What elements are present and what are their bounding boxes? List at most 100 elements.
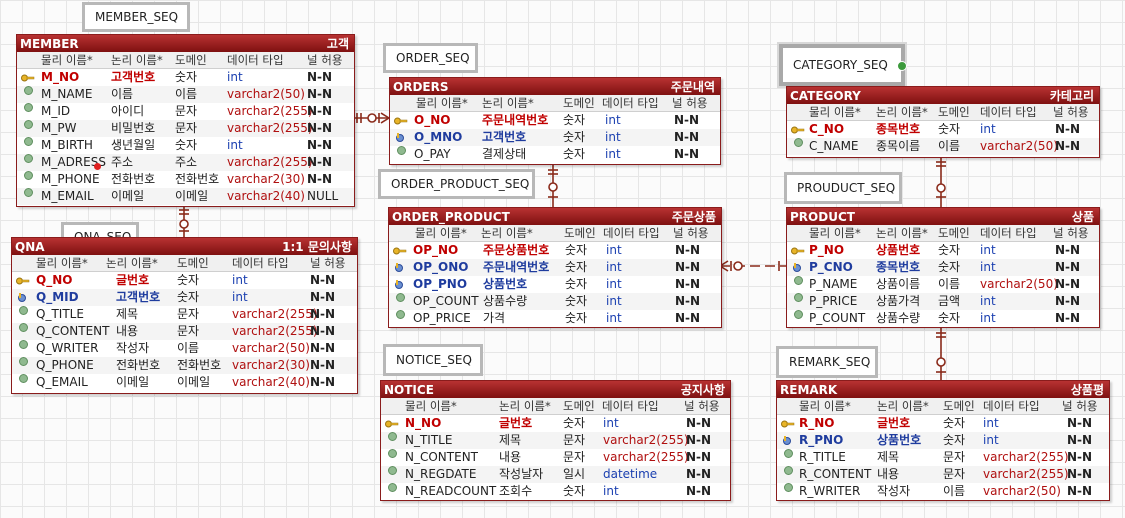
table-row[interactable]: R_WRITER 작성자 이름 varchar2(50) N-N [777, 483, 1109, 500]
table-row[interactable]: N_CONTENT 내용 문자 varchar2(255) N-N [381, 449, 730, 466]
cell-nullable: N-N [310, 290, 336, 304]
table-row[interactable]: P_CNO 종목번호 숫자 int N-N [787, 259, 1099, 276]
cell-nullable: N-N [307, 87, 333, 101]
table-row[interactable]: M_EMAIL 이메일 이메일 varchar2(40) NULL [17, 188, 354, 205]
table-row[interactable]: R_CONTENT 내용 문자 varchar2(255) N-N [777, 466, 1109, 483]
category-seq-box[interactable]: CATEGORY_SEQ [779, 44, 907, 86]
foreign-key-icon [396, 133, 404, 142]
table-row[interactable]: Q_PHONE 전화번호 전화번호 varchar2(30) N-N [12, 357, 357, 374]
table-row[interactable]: O_PAY 결제상태 숫자 int N-N [390, 146, 720, 163]
order-seq-box[interactable]: ORDER_SEQ [383, 43, 478, 73]
table-row[interactable]: O_MNO 고객번호 숫자 int N-N [390, 129, 720, 146]
table-row[interactable]: C_NAME 종목이름 이름 varchar2(50) N-N [787, 138, 1099, 155]
cell-logical-name: 조회수 [499, 484, 533, 498]
cell-logical-name: 전화번호 [111, 172, 156, 186]
cell-domain: 숫자 [565, 260, 588, 274]
col-physical: 물리 이름* [415, 226, 467, 240]
notice-seq-box[interactable]: NOTICE_SEQ [383, 344, 483, 376]
table-row[interactable]: P_NO 상품번호 숫자 int N-N [787, 242, 1099, 259]
remark-seq-box[interactable]: REMARK_SEQ [776, 346, 878, 378]
table-row[interactable]: M_PHONE 전화번호 전화번호 varchar2(30) N-N [17, 171, 354, 188]
table-order-product[interactable]: ORDER_PRODUCT 주문상품 물리 이름* 논리 이름* 도메인 데이터 … [388, 207, 722, 328]
product-seq-box[interactable]: PROUDUCT_SEQ [784, 172, 902, 204]
table-row[interactable]: M_ID 아이디 문자 varchar2(255) N-N [17, 103, 354, 120]
table-row[interactable]: R_TITLE 제목 문자 varchar2(255) N-N [777, 449, 1109, 466]
cell-datatype: varchar2(50) [232, 341, 310, 355]
table-row[interactable]: M_BIRTH 생년월일 숫자 int N-N [17, 137, 354, 154]
table-row[interactable]: N_REGDATE 작성날자 일시 datetime N-N [381, 466, 730, 483]
column-icon [397, 146, 406, 155]
col-domain: 도메인 [177, 256, 209, 270]
cell-datatype: int [980, 122, 996, 136]
cell-logical-name: 가격 [483, 311, 506, 325]
col-domain: 도메인 [175, 53, 207, 67]
table-row[interactable]: Q_WRITER 작성자 이름 varchar2(50) N-N [12, 340, 357, 357]
cell-logical-name: 고객번호 [482, 130, 527, 144]
cell-domain: 일시 [563, 467, 586, 481]
column-header-row: 물리 이름* 논리 이름* 도메인 데이터 타입 널 허용 [17, 52, 354, 69]
table-row[interactable]: P_PRICE 상품가격 금액 int N-N [787, 293, 1099, 310]
cell-datatype: varchar2(255) [603, 433, 689, 447]
cell-nullable: N-N [675, 277, 701, 291]
table-row[interactable]: OP_NO 주문상품번호 숫자 int N-N [389, 242, 721, 259]
cell-nullable: NULL [307, 189, 339, 203]
table-row[interactable]: R_PNO 상품번호 숫자 int N-N [777, 432, 1109, 449]
table-row[interactable]: P_NAME 상품이름 이름 varchar2(50) N-N [787, 276, 1099, 293]
cell-nullable: N-N [1067, 416, 1093, 430]
table-name: NOTICE [384, 382, 434, 397]
cell-nullable: N-N [1055, 260, 1081, 274]
table-category[interactable]: CATEGORY 카테고리 물리 이름* 논리 이름* 도메인 데이터 타입 널 … [786, 86, 1100, 158]
cell-domain: 숫자 [938, 311, 961, 325]
table-row[interactable]: OP_COUNT 상품수량 숫자 int N-N [389, 293, 721, 310]
table-row[interactable]: Q_MID 고객번호 숫자 int N-N [12, 289, 357, 306]
table-member[interactable]: MEMBER 고객 물리 이름* 논리 이름* 도메인 데이터 타입 널 허용 M… [16, 34, 355, 207]
column-icon [19, 306, 28, 315]
table-header: REMARK 상품평 [777, 381, 1109, 398]
cell-nullable: N-N [310, 375, 336, 389]
table-row[interactable]: OP_PRICE 가격 숫자 int N-N [389, 310, 721, 327]
table-product[interactable]: PRODUCT 상품 물리 이름* 논리 이름* 도메인 데이터 타입 널 허용 … [786, 207, 1100, 328]
cell-domain: 이름 [177, 341, 200, 355]
cell-logical-name: 내용 [499, 450, 522, 464]
table-row[interactable]: OP_PNO 상품번호 숫자 int N-N [389, 276, 721, 293]
col-logical: 논리 이름* [482, 96, 534, 110]
cell-datatype: int [983, 433, 999, 447]
table-row[interactable]: R_NO 글번호 숫자 int N-N [777, 415, 1109, 432]
table-row[interactable]: Q_NO 글번호 숫자 int N-N [12, 272, 357, 289]
table-row[interactable]: C_NO 종목번호 숫자 int N-N [787, 121, 1099, 138]
cell-domain: 문자 [563, 450, 586, 464]
table-notice[interactable]: NOTICE 공지사항 물리 이름* 논리 이름* 도메인 데이터 타입 널 허용… [380, 380, 731, 501]
table-row[interactable]: M_ADRESS 주소 주소 varchar2(255) N-N [17, 154, 354, 171]
table-remark[interactable]: REMARK 상품평 물리 이름* 논리 이름* 도메인 데이터 타입 널 허용 … [776, 380, 1110, 501]
table-header: PRODUCT 상품 [787, 208, 1099, 225]
table-row[interactable]: N_READCOUNT 조회수 숫자 int N-N [381, 483, 730, 500]
col-nullable: 널 허용 [310, 256, 346, 270]
table-row[interactable]: M_NAME 이름 이름 varchar2(50) N-N [17, 86, 354, 103]
table-row[interactable]: OP_ONO 주문내역번호 숫자 int N-N [389, 259, 721, 276]
foreign-key-icon [18, 293, 26, 302]
table-row[interactable]: N_TITLE 제목 문자 varchar2(255) N-N [381, 432, 730, 449]
table-row[interactable]: O_NO 주문내역번호 숫자 int N-N [390, 112, 720, 129]
table-row[interactable]: P_COUNT 상품수량 숫자 int N-N [787, 310, 1099, 327]
table-row[interactable]: Q_CONTENT 내용 문자 varchar2(255) N-N [12, 323, 357, 340]
cell-nullable: N-N [686, 416, 712, 430]
selection-handle-icon[interactable] [897, 61, 907, 71]
cell-domain: 숫자 [175, 70, 198, 84]
column-icon [388, 483, 397, 492]
col-domain: 도메인 [563, 399, 595, 413]
table-qna[interactable]: QNA 1:1 문의사항 물리 이름* 논리 이름* 도메인 데이터 타입 널 허… [11, 237, 358, 394]
table-row[interactable]: N_NO 글번호 숫자 int N-N [381, 415, 730, 432]
cell-domain: 숫자 [565, 243, 588, 257]
member-seq-box[interactable]: MEMBER_SEQ [82, 2, 190, 32]
order-product-seq-box[interactable]: ORDER_PRODUCT_SEQ [378, 169, 535, 199]
table-row[interactable]: M_PW 비밀번호 문자 varchar2(255) N-N [17, 120, 354, 137]
col-datatype: 데이터 타입 [232, 256, 289, 270]
table-row[interactable]: Q_EMAIL 이메일 이메일 varchar2(40) N-N [12, 374, 357, 391]
table-row[interactable]: Q_TITLE 제목 문자 varchar2(255) N-N [12, 306, 357, 323]
table-row[interactable]: M_NO 고객번호 숫자 int N-N [17, 69, 354, 86]
cell-physical-name: O_MNO [414, 130, 463, 144]
cell-physical-name: Q_CONTENT [36, 324, 110, 338]
table-orders[interactable]: ORDERS 주문내역 물리 이름* 논리 이름* 도메인 데이터 타입 널 허용… [389, 77, 721, 165]
column-icon [24, 120, 33, 129]
cell-physical-name: M_ADRESS [41, 155, 106, 169]
